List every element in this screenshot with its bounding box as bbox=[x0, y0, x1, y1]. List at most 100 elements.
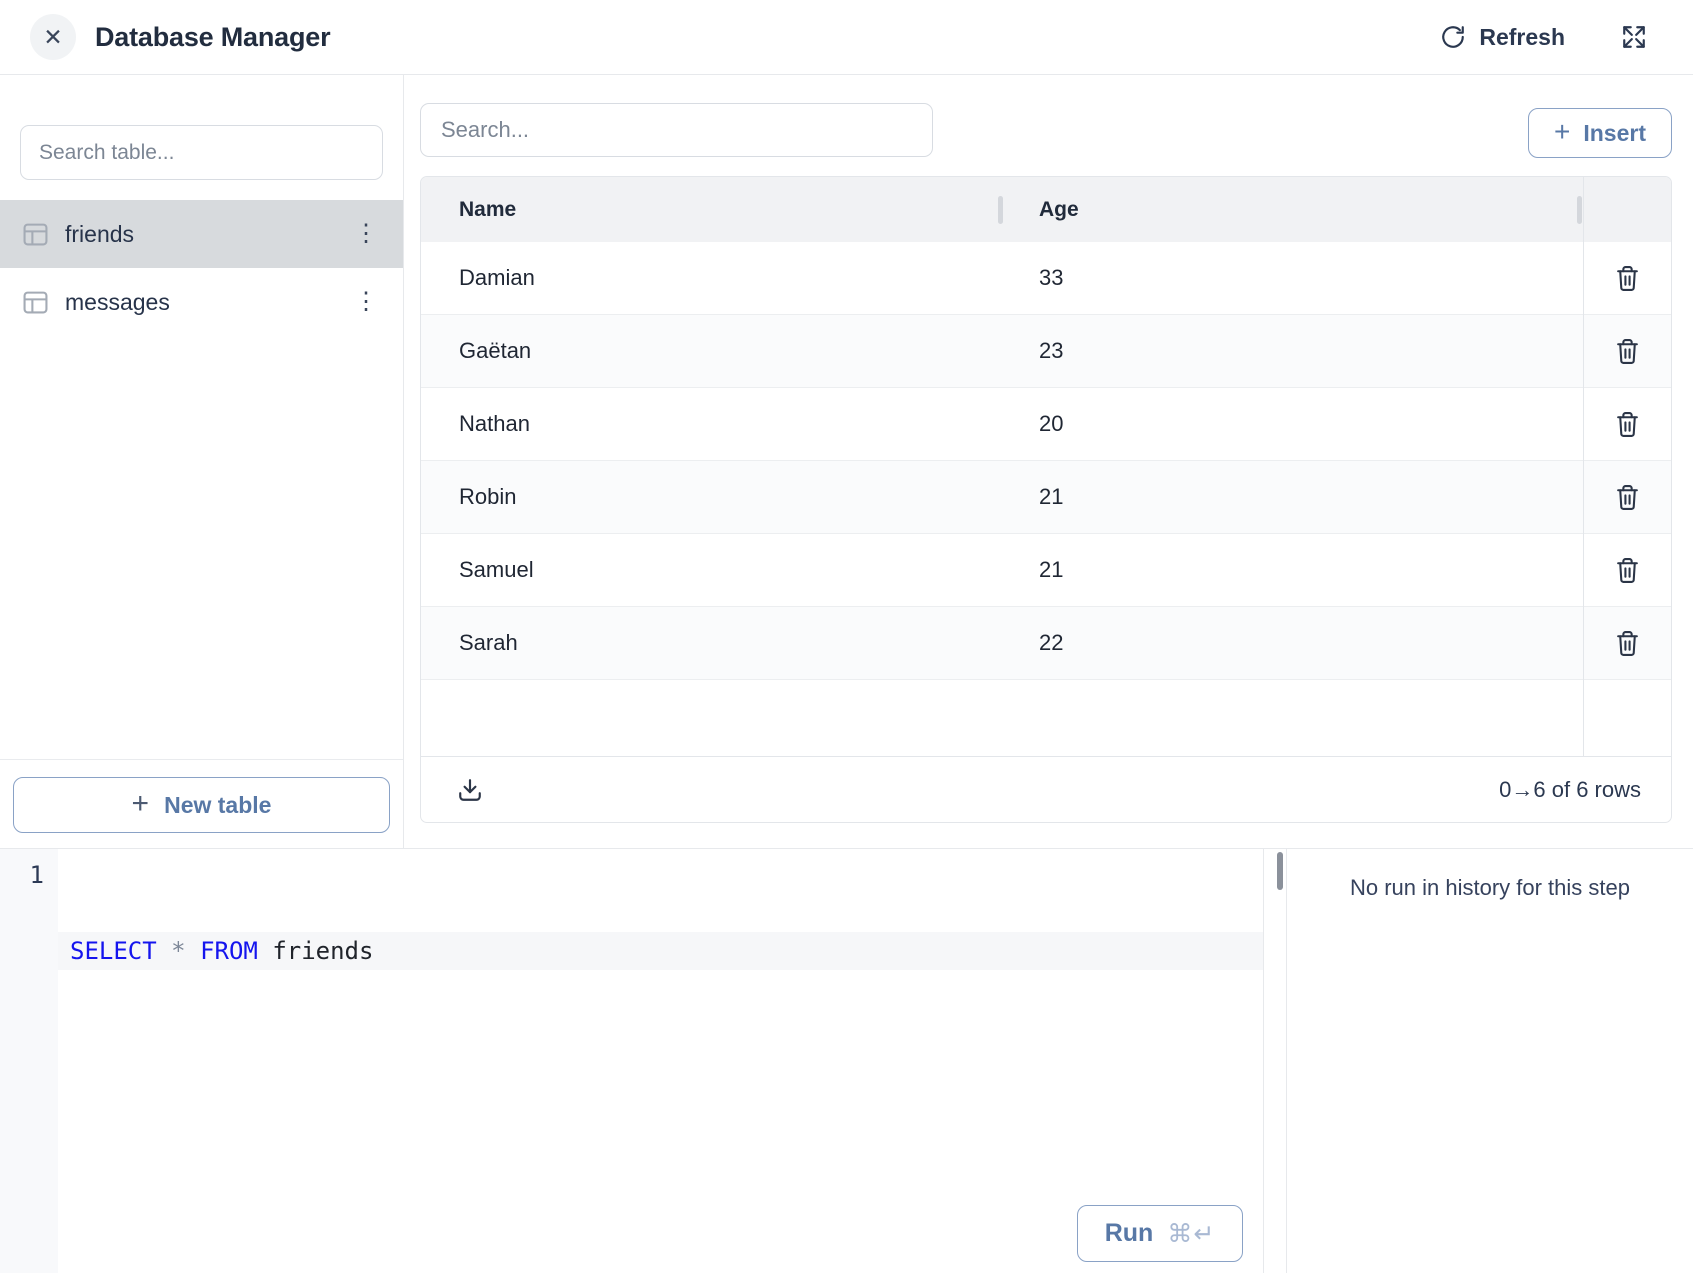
sql-token: friends bbox=[272, 937, 374, 965]
row-search-input[interactable] bbox=[420, 103, 933, 157]
cell-age[interactable]: 20 bbox=[1039, 411, 1064, 436]
new-table-button[interactable]: + New table bbox=[13, 777, 390, 833]
table-header-row: Name Age bbox=[421, 177, 1671, 242]
table-list: friends ⋮ messages ⋮ bbox=[0, 200, 403, 336]
close-button[interactable]: ✕ bbox=[30, 14, 76, 60]
table-empty-space bbox=[421, 680, 1671, 756]
return-icon: ↵ bbox=[1193, 1219, 1216, 1248]
cell-name[interactable]: Nathan bbox=[459, 411, 530, 436]
table-icon bbox=[23, 291, 48, 314]
bottom-panel: 1 SELECT * FROM friends Run ⌘↵ No run in… bbox=[0, 848, 1693, 1273]
table-row[interactable]: Sarah 22 bbox=[421, 607, 1671, 680]
run-shortcut: ⌘↵ bbox=[1167, 1219, 1215, 1249]
table-name-label: friends bbox=[65, 220, 135, 247]
export-button[interactable] bbox=[457, 777, 483, 803]
cell-age[interactable]: 21 bbox=[1039, 557, 1064, 582]
sidebar: friends ⋮ messages ⋮ + New table bbox=[0, 75, 404, 848]
download-icon bbox=[457, 777, 483, 803]
trash-icon bbox=[1615, 557, 1640, 584]
cell-actions bbox=[1584, 242, 1671, 314]
column-header-name: Name bbox=[421, 177, 1005, 242]
sql-token bbox=[157, 937, 171, 965]
close-icon: ✕ bbox=[43, 23, 63, 50]
cell-name[interactable]: Gaëtan bbox=[459, 338, 532, 363]
sql-token bbox=[186, 937, 200, 965]
sql-token: FROM bbox=[200, 937, 258, 965]
insert-button[interactable]: + Insert bbox=[1528, 108, 1672, 158]
column-resize-handle[interactable] bbox=[1577, 195, 1582, 224]
table-row[interactable]: Nathan 20 bbox=[421, 388, 1671, 461]
cell-name[interactable]: Damian bbox=[459, 265, 535, 290]
code-area[interactable]: SELECT * FROM friends bbox=[58, 849, 1263, 1273]
sidebar-footer: + New table bbox=[0, 759, 403, 848]
table-more-icon[interactable]: ⋮ bbox=[354, 288, 378, 315]
command-icon: ⌘ bbox=[1167, 1219, 1194, 1248]
refresh-label: Refresh bbox=[1479, 23, 1565, 50]
column-resize-handle[interactable] bbox=[998, 195, 1003, 224]
content-area: friends ⋮ messages ⋮ + New table bbox=[0, 75, 1693, 848]
table-row[interactable]: Gaëtan 23 bbox=[421, 315, 1671, 388]
rowcount-label: 0→6 of 6 rows bbox=[1499, 776, 1641, 802]
cell-name[interactable]: Samuel bbox=[459, 557, 534, 582]
delete-row-button[interactable] bbox=[1615, 411, 1640, 438]
actions-column-divider bbox=[1583, 177, 1584, 756]
table-search-input[interactable] bbox=[20, 125, 383, 180]
cell-actions bbox=[1584, 607, 1671, 679]
plus-icon: + bbox=[1554, 115, 1571, 147]
editor-scrollbar bbox=[1263, 849, 1287, 1273]
cell-age[interactable]: 23 bbox=[1039, 338, 1064, 363]
main-toolbar: + Insert bbox=[420, 103, 1672, 158]
table-more-icon[interactable]: ⋮ bbox=[354, 220, 378, 247]
table-name-label: messages bbox=[65, 288, 170, 315]
topbar: ✕ Database Manager Refresh bbox=[0, 0, 1693, 75]
sql-token: * bbox=[171, 937, 186, 965]
main-panel: + Insert Name Age Damian 33 bbox=[404, 75, 1693, 848]
cell-name[interactable]: Robin bbox=[459, 484, 517, 509]
table-row[interactable]: Damian 33 bbox=[421, 242, 1671, 315]
scrollbar-thumb[interactable] bbox=[1277, 852, 1283, 890]
run-label: Run bbox=[1104, 1219, 1154, 1247]
table-footer: 0→6 of 6 rows bbox=[421, 756, 1671, 822]
run-button[interactable]: Run ⌘↵ bbox=[1077, 1205, 1243, 1262]
column-header-age: Age bbox=[1005, 177, 1584, 242]
cell-actions bbox=[1584, 461, 1671, 533]
cell-actions bbox=[1584, 388, 1671, 460]
refresh-button[interactable]: Refresh bbox=[1440, 24, 1565, 51]
sidebar-item-messages[interactable]: messages ⋮ bbox=[0, 268, 403, 336]
trash-icon bbox=[1615, 338, 1640, 365]
sql-editor: 1 SELECT * FROM friends Run ⌘↵ bbox=[0, 849, 1263, 1273]
delete-row-button[interactable] bbox=[1615, 630, 1640, 657]
cell-age[interactable]: 33 bbox=[1039, 265, 1064, 290]
cell-age[interactable]: 22 bbox=[1039, 630, 1064, 655]
cell-actions bbox=[1584, 534, 1671, 606]
data-table: Name Age Damian 33 bbox=[420, 176, 1672, 823]
trash-icon bbox=[1615, 411, 1640, 438]
run-history-panel: No run in history for this step bbox=[1287, 849, 1693, 1273]
sql-token: SELECT bbox=[70, 937, 157, 965]
delete-row-button[interactable] bbox=[1615, 557, 1640, 584]
editor-gutter: 1 bbox=[0, 849, 58, 1273]
delete-row-button[interactable] bbox=[1615, 338, 1640, 365]
new-table-label: New table bbox=[164, 791, 272, 818]
cell-name[interactable]: Sarah bbox=[459, 630, 518, 655]
trash-icon bbox=[1615, 484, 1640, 511]
delete-row-button[interactable] bbox=[1615, 484, 1640, 511]
table-icon bbox=[23, 223, 48, 246]
cell-actions bbox=[1584, 315, 1671, 387]
table-row[interactable]: Samuel 21 bbox=[421, 534, 1671, 607]
code-line[interactable]: SELECT * FROM friends bbox=[58, 932, 1263, 970]
page-title: Database Manager bbox=[95, 21, 331, 52]
cell-age[interactable]: 21 bbox=[1039, 484, 1064, 509]
expand-icon bbox=[1621, 24, 1647, 50]
refresh-icon bbox=[1440, 24, 1466, 50]
fullscreen-button[interactable] bbox=[1621, 24, 1647, 50]
insert-label: Insert bbox=[1583, 119, 1646, 146]
table-row[interactable]: Robin 21 bbox=[421, 461, 1671, 534]
plus-icon: + bbox=[131, 786, 150, 820]
delete-row-button[interactable] bbox=[1615, 265, 1640, 292]
trash-icon bbox=[1615, 630, 1640, 657]
empty-history-message: No run in history for this step bbox=[1349, 875, 1630, 900]
trash-icon bbox=[1615, 265, 1640, 292]
sql-token bbox=[258, 937, 272, 965]
sidebar-item-friends[interactable]: friends ⋮ bbox=[0, 200, 403, 268]
